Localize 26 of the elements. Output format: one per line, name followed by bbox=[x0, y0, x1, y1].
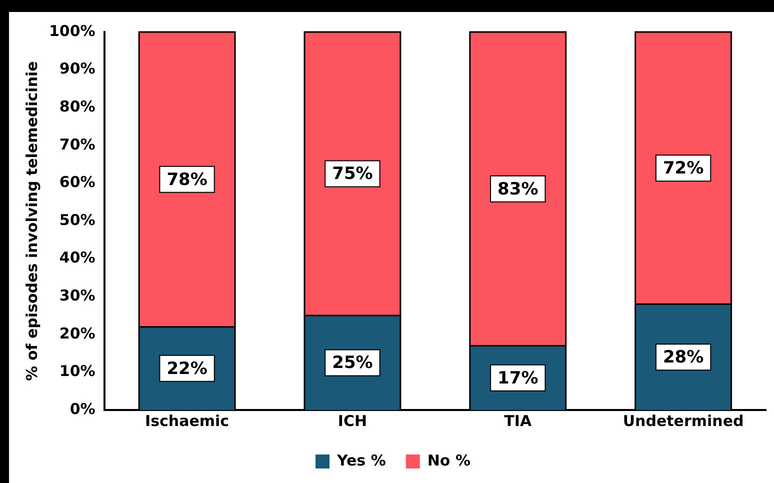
y-tick-label: 80% bbox=[59, 97, 96, 116]
data-label: 78% bbox=[166, 170, 208, 190]
y-tick-label: 0% bbox=[70, 400, 96, 418]
x-tick-label: Ischaemic bbox=[145, 412, 230, 430]
data-label: 25% bbox=[332, 353, 373, 374]
y-tick-label: 60% bbox=[59, 173, 96, 192]
y-axis-title: % of episodes involving telemedicinie bbox=[22, 61, 41, 381]
legend-label: Yes % bbox=[336, 451, 386, 470]
data-label: 83% bbox=[498, 179, 538, 200]
data-label: 22% bbox=[166, 358, 208, 379]
y-tick-label: 30% bbox=[59, 286, 96, 304]
y-tick-label: 40% bbox=[59, 248, 96, 267]
legend-label: No % bbox=[427, 451, 470, 470]
y-tick-label: 20% bbox=[59, 324, 96, 342]
x-tick-label: ICH bbox=[338, 412, 368, 430]
data-label: 72% bbox=[662, 158, 704, 178]
data-label: 17% bbox=[498, 368, 538, 388]
x-tick-label: TIA bbox=[504, 412, 532, 430]
y-tick-label: 50% bbox=[59, 210, 96, 229]
x-tick-label: Undetermined bbox=[622, 412, 744, 430]
y-tick-label: 90% bbox=[59, 60, 96, 78]
y-tick-label: 100% bbox=[48, 22, 96, 40]
data-label: 75% bbox=[332, 164, 373, 184]
data-label: 28% bbox=[662, 348, 704, 368]
y-tick-label: 10% bbox=[59, 362, 96, 380]
y-tick-label: 70% bbox=[59, 135, 96, 154]
